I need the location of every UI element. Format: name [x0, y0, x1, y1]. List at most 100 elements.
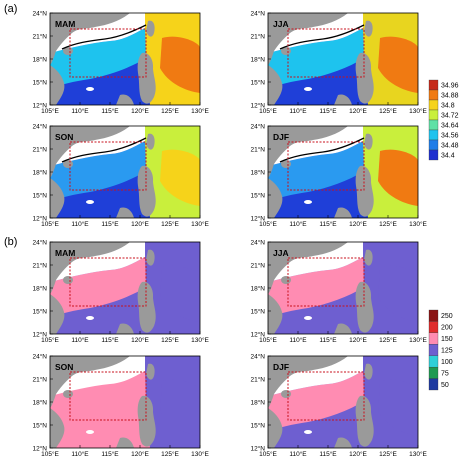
- land-indochina: [268, 65, 283, 105]
- lat-tick-label: 15°N: [32, 192, 47, 200]
- land-indochina: [268, 294, 283, 334]
- lat-tick-label: 24°N: [250, 10, 265, 18]
- land-borneo: [334, 323, 352, 334]
- lon-tick-label: 115°E: [319, 336, 337, 344]
- lon-tick-label: 110°E: [289, 450, 307, 458]
- colorbar-a: 34.96 34.88 34.8 34.72 34.64 34.56 34.48 34.4: [428, 79, 459, 161]
- lon-tick-label: 125°E: [379, 450, 397, 458]
- land-borneo: [116, 323, 134, 334]
- land-mainland: [268, 242, 348, 294]
- inner-band: [50, 141, 146, 201]
- lon-tick-label: 120°E: [349, 220, 367, 228]
- lon-tick-label: 120°E: [131, 336, 149, 344]
- map-b-mam: MAM 12°N 15°N 18°N 21°N 24°N 105°E 110°E 115°E 12…: [32, 239, 209, 345]
- season-label: JJA: [273, 19, 289, 29]
- land-philippines: [137, 52, 156, 104]
- lon-tick-label: 120°E: [131, 450, 149, 458]
- study-box: [287, 257, 365, 307]
- lat-tick-label: 21°N: [250, 262, 265, 270]
- colorbar-tick-label: 34.64: [441, 123, 459, 130]
- lon-tick-label: 125°E: [161, 450, 179, 458]
- inner-band: [50, 371, 146, 431]
- lat-tick-label: 12°N: [32, 102, 47, 110]
- lat-tick-label: 12°N: [250, 445, 265, 453]
- lat-tick-label: 24°N: [250, 123, 265, 131]
- lon-tick-label: 125°E: [161, 107, 179, 115]
- colorbar-swatch: [428, 149, 439, 161]
- lon-tick-label: 125°E: [379, 336, 397, 344]
- lon-tick-label: 115°E: [319, 107, 337, 115]
- colorbar-b: 250 200 150 125 100 75 50: [428, 309, 453, 391]
- lat-tick-label: 21°N: [250, 33, 265, 41]
- land-philippines: [355, 165, 374, 217]
- lat-tick-label: 15°N: [32, 422, 47, 430]
- island-spot: [304, 316, 312, 320]
- pacific-core: [378, 379, 418, 436]
- land-borneo: [116, 437, 134, 448]
- lat-tick-label: 24°N: [250, 239, 265, 247]
- lon-tick-label: 115°E: [319, 220, 337, 228]
- colorbar-swatch: [428, 129, 439, 141]
- lon-tick-label: 115°E: [101, 336, 119, 344]
- lon-tick-label: 120°E: [131, 107, 149, 115]
- season-label: SON: [55, 362, 73, 372]
- lon-tick-label: 130°E: [191, 336, 209, 344]
- lon-tick-label: 120°E: [349, 107, 367, 115]
- lon-tick-label: 105°E: [259, 220, 277, 228]
- lon-tick-label: 130°E: [191, 220, 209, 228]
- lat-tick-label: 18°N: [32, 169, 47, 177]
- salinity-contour: [279, 24, 365, 50]
- land-philippines: [355, 52, 374, 104]
- lat-tick-label: 15°N: [250, 192, 265, 200]
- lon-tick-label: 115°E: [101, 107, 119, 115]
- panel-letter-a: (a): [4, 3, 17, 15]
- colorbars: 34.96 34.88 34.8 34.72 34.64 34.56 34.48 34.4 25…: [428, 79, 459, 391]
- pacific-core: [160, 36, 200, 93]
- pacific-core: [160, 379, 200, 436]
- land-philippines: [355, 395, 374, 447]
- pacific-core: [378, 36, 418, 93]
- lon-tick-label: 110°E: [289, 107, 307, 115]
- lon-tick-label: 105°E: [259, 450, 277, 458]
- island-spot: [304, 200, 312, 204]
- lat-tick-label: 15°N: [32, 308, 47, 316]
- inner-band: [268, 257, 364, 317]
- lat-tick-label: 12°N: [250, 331, 265, 339]
- land-borneo: [116, 94, 134, 105]
- panel-letter-b: (b): [4, 236, 17, 248]
- lon-tick-label: 130°E: [191, 450, 209, 458]
- colorbar-tick-label: 34.4: [441, 153, 455, 160]
- colorbar-tick-label: 34.72: [441, 113, 459, 120]
- lat-tick-label: 15°N: [250, 422, 265, 430]
- land-hainan: [63, 390, 73, 398]
- lat-tick-label: 18°N: [250, 169, 265, 177]
- land-philippines: [355, 281, 374, 333]
- colorbar-swatch: [428, 99, 439, 111]
- colorbar-tick-label: 250: [441, 313, 453, 320]
- lon-tick-label: 125°E: [379, 220, 397, 228]
- lat-tick-label: 12°N: [32, 331, 47, 339]
- map-b-jja: JJA 12°N 15°N 18°N 21°N 24°N 105°E 110°E 115°E 12…: [250, 239, 427, 345]
- pacific-core: [378, 265, 418, 322]
- lon-tick-label: 120°E: [349, 450, 367, 458]
- season-label: SON: [55, 132, 73, 142]
- colorbar-tick-label: 150: [441, 336, 453, 343]
- lon-tick-label: 130°E: [409, 107, 427, 115]
- lat-tick-label: 21°N: [250, 376, 265, 384]
- lon-tick-label: 120°E: [349, 336, 367, 344]
- lat-tick-label: 24°N: [32, 353, 47, 361]
- colorbar-swatch: [428, 355, 439, 368]
- land-mainland: [50, 356, 130, 408]
- study-box: [287, 28, 365, 78]
- lon-tick-label: 105°E: [41, 220, 59, 228]
- colorbar-swatch: [428, 109, 439, 121]
- pacific-core: [378, 149, 418, 206]
- lon-tick-label: 120°E: [131, 220, 149, 228]
- land-mainland: [50, 13, 130, 65]
- inner-band: [50, 28, 146, 88]
- lat-tick-label: 21°N: [32, 33, 47, 41]
- lat-tick-label: 21°N: [32, 146, 47, 154]
- lat-tick-label: 18°N: [32, 399, 47, 407]
- colorbar-swatch: [428, 79, 439, 91]
